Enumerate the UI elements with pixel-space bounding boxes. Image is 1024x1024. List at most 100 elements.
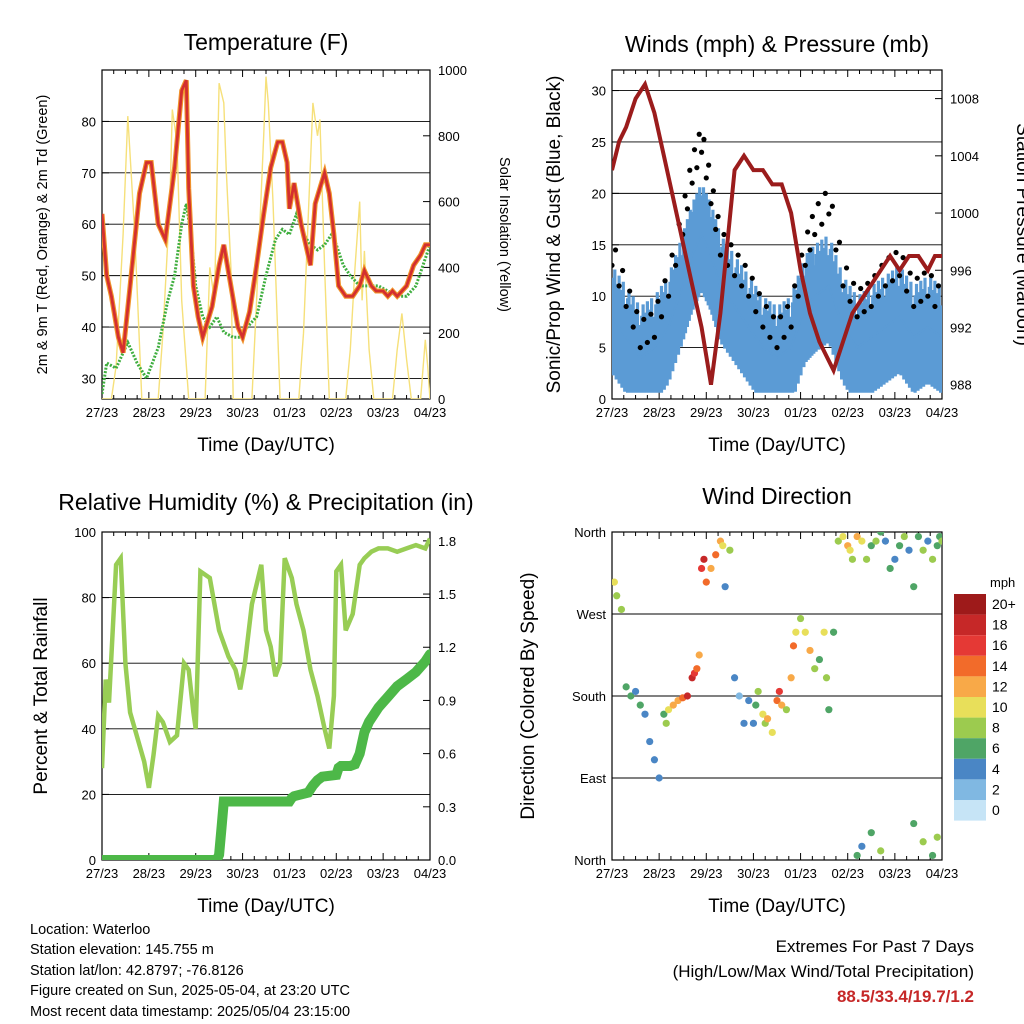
x-tick-label: 01/23 xyxy=(273,405,306,420)
gust-point xyxy=(753,309,759,315)
speed-legend: mph 20+ 18 16 14 12 10 8 6 4 2 0 xyxy=(954,575,1016,821)
x-axis-label: Time (Day/UTC) xyxy=(708,896,846,917)
y2-tick-label: 1000 xyxy=(950,206,979,221)
gust-point xyxy=(739,283,745,289)
legend-swatch xyxy=(954,635,986,656)
panel-humidity: Relative Humidity (%) & Precipitation (i… xyxy=(31,489,474,917)
y-tick-label: North xyxy=(574,853,606,868)
direction-point xyxy=(721,583,729,591)
extremes-values: 88.5/33.4/19.7/1.2 xyxy=(836,987,974,1006)
legend-swatch xyxy=(954,717,986,739)
direction-point xyxy=(759,710,767,718)
direction-point xyxy=(900,532,908,541)
direction-point xyxy=(768,728,776,737)
direction-point xyxy=(933,542,941,550)
gust-point xyxy=(836,239,843,245)
direction-point xyxy=(613,592,621,600)
x-axis-label: Time (Day/UTC) xyxy=(708,435,846,456)
direction-point xyxy=(806,646,814,655)
direction-point xyxy=(881,537,890,545)
direction-point xyxy=(815,655,824,664)
gust-point xyxy=(689,180,695,186)
direction-point xyxy=(853,851,861,860)
x-tick-label: 27/23 xyxy=(86,405,119,420)
gust-point xyxy=(756,291,762,297)
direction-point xyxy=(789,642,798,650)
x-tick-label: 28/23 xyxy=(133,405,166,420)
extremes-title: Extremes For Past 7 Days xyxy=(775,937,974,956)
direction-point xyxy=(919,546,927,554)
station-info: Location: Waterloo Station elevation: 14… xyxy=(30,920,350,1022)
gust-point xyxy=(698,149,705,155)
y2-tick-label: 1.2 xyxy=(438,640,456,655)
dewpoint-line xyxy=(102,203,430,395)
direction-point xyxy=(792,628,800,636)
y-tick-label: 60 xyxy=(82,656,96,671)
gust-point xyxy=(770,314,777,320)
gust-point xyxy=(889,278,896,284)
direction-point xyxy=(910,819,918,828)
x-tick-label: 02/23 xyxy=(831,866,864,881)
direction-point xyxy=(662,719,670,727)
legend-label: 4 xyxy=(992,761,1000,777)
legend-swatch xyxy=(954,758,986,780)
y-tick-label: 40 xyxy=(82,320,96,335)
panel-title: Relative Humidity (%) & Precipitation (i… xyxy=(58,489,473,515)
created-text: Figure created on Sun, 2025-05-04, at 23… xyxy=(30,983,350,1000)
gust-point xyxy=(861,309,867,315)
direction-point xyxy=(660,710,668,718)
y-tick-label: 70 xyxy=(82,166,96,181)
direction-point xyxy=(707,564,715,573)
gust-point xyxy=(627,288,633,294)
gust-point xyxy=(799,252,805,258)
legend-label: 20+ xyxy=(992,596,1016,612)
legend-swatch xyxy=(954,594,986,615)
gust-point xyxy=(641,316,647,322)
y2-tick-label: 0 xyxy=(438,392,445,407)
panel-winds: Winds (mph) & Pressure (mb) 27/23 28/23 29/… xyxy=(544,31,1024,456)
direction-point xyxy=(735,692,743,700)
y-tick-label: 0 xyxy=(89,853,96,868)
direction-point xyxy=(693,665,701,673)
gust-point xyxy=(802,262,808,268)
gust-point xyxy=(731,273,738,279)
direction-point xyxy=(891,555,899,563)
y-tick-label: West xyxy=(577,607,607,622)
y-tick-label: 15 xyxy=(592,238,606,253)
direction-point xyxy=(612,578,618,586)
direction-point xyxy=(872,537,880,545)
direction-point xyxy=(773,696,781,705)
direction-point xyxy=(775,687,783,696)
x-tick-label: 29/23 xyxy=(690,866,723,881)
gust-point xyxy=(715,213,721,220)
recent-text: Most recent data timestamp: 2025/05/04 2… xyxy=(30,1003,351,1020)
x-axis-label: Time (Day/UTC) xyxy=(197,896,335,917)
direction-point xyxy=(796,614,805,623)
direction-point xyxy=(822,674,831,682)
direction-point xyxy=(867,542,875,550)
y2-tick-label: 1004 xyxy=(950,149,979,164)
gust-point xyxy=(774,344,780,351)
gust-point xyxy=(805,229,811,235)
gust-point xyxy=(809,213,815,220)
gust-point xyxy=(851,280,857,286)
direction-point xyxy=(636,701,644,709)
direction-point xyxy=(655,774,663,782)
y2-tick-label: 996 xyxy=(950,263,972,278)
gust-point xyxy=(687,167,693,173)
y2-tick-label: 0.3 xyxy=(438,800,456,815)
direction-point xyxy=(928,555,937,563)
legend-swatch xyxy=(954,697,986,718)
y2-tick-label: 600 xyxy=(438,195,460,210)
panel-title: Winds (mph) & Pressure (mb) xyxy=(625,31,929,57)
y2-tick-label: 1.8 xyxy=(438,534,456,549)
plot-frame xyxy=(101,531,431,861)
gust-point xyxy=(815,201,821,207)
solar-insolation-line xyxy=(102,76,430,399)
direction-point xyxy=(641,710,649,718)
gust-point xyxy=(868,303,874,310)
gust-point xyxy=(928,273,934,279)
x-tick-label: 03/23 xyxy=(367,866,400,881)
x-tick-label: 27/23 xyxy=(86,866,119,881)
